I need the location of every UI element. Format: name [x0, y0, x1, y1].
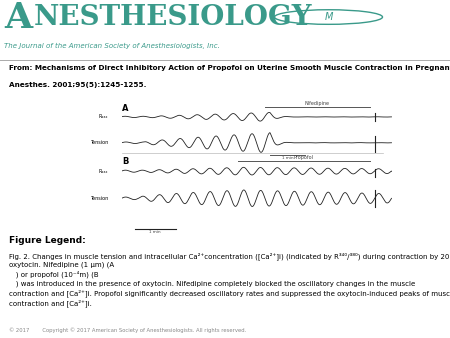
Text: A: A [122, 104, 129, 113]
Text: From: Mechanisms of Direct Inhibitory Action of Propofol on Uterine Smooth Muscl: From: Mechanisms of Direct Inhibitory Ac… [9, 65, 450, 71]
Text: NESTHESIOLOGY: NESTHESIOLOGY [34, 4, 312, 31]
Text: 1 min: 1 min [149, 230, 161, 234]
Text: Nifedipine: Nifedipine [305, 101, 330, 106]
Text: Figure Legend:: Figure Legend: [9, 236, 86, 245]
Text: Rₓₐₓ: Rₓₐₓ [99, 169, 108, 174]
Text: Rₓₐₓ: Rₓₐₓ [99, 114, 108, 119]
Text: B: B [122, 157, 128, 166]
Text: Propofol: Propofol [294, 154, 314, 160]
Text: Fig. 2. Changes in muscle tension and intracellular Ca²⁺concentration ([Ca²⁺]i) : Fig. 2. Changes in muscle tension and in… [9, 252, 450, 307]
Text: 1 min: 1 min [282, 156, 293, 160]
Text: The Journal of the American Society of Anesthesiologists, Inc.: The Journal of the American Society of A… [4, 43, 220, 49]
Text: © 2017        Copyright © 2017 American Society of Anesthesiologists. All rights: © 2017 Copyright © 2017 American Society… [9, 327, 246, 333]
Text: Tension: Tension [90, 196, 108, 201]
Text: Anesthes. 2001;95(5):1245-1255.: Anesthes. 2001;95(5):1245-1255. [9, 82, 146, 88]
Text: A: A [4, 1, 32, 35]
Text: Tension: Tension [90, 140, 108, 145]
Text: M: M [324, 12, 333, 22]
